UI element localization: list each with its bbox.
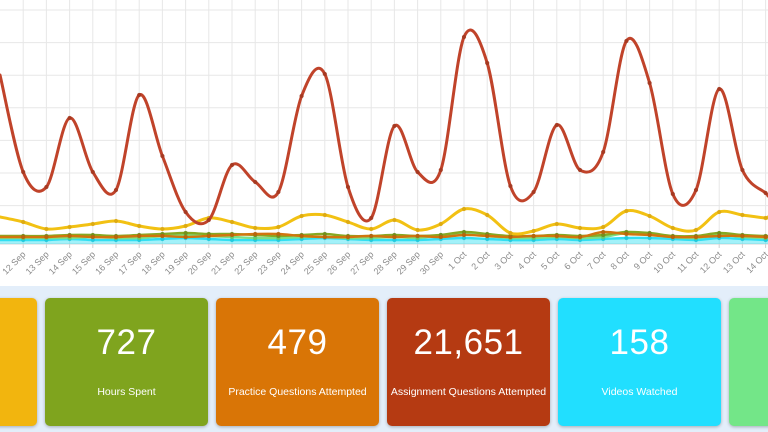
x-axis-label: 21 Sep (209, 249, 236, 276)
x-axis-label: 22 Sep (232, 249, 259, 276)
stat-cards-row: 727 Hours Spent 479 Practice Questions A… (0, 298, 768, 426)
x-axis-label: 15 Sep (70, 249, 97, 276)
x-axis-label: 11 Oct (675, 249, 701, 275)
stat-card-hours-spent[interactable]: 727 Hours Spent (45, 298, 208, 426)
x-axis-label: 14 Oct (744, 249, 768, 275)
x-axis-label: 27 Sep (348, 249, 375, 276)
stats-panel: 727 Hours Spent 479 Practice Questions A… (0, 286, 768, 432)
stat-value: 727 (96, 323, 157, 362)
x-axis-label: 8 Oct (609, 249, 632, 272)
x-axis-label: 12 Oct (698, 249, 724, 275)
x-axis-label: 30 Sep (418, 249, 445, 276)
x-axis-label: 24 Sep (279, 249, 306, 276)
activity-line-chart: 12 Sep 13 Sep 14 Sep 15 Sep 16 Sep 17 Sep 18 S… (0, 0, 768, 277)
stat-card-green-partial[interactable] (729, 298, 768, 426)
x-axis-label: 20 Sep (186, 249, 213, 276)
x-axis-label: 12 Sep (0, 249, 27, 276)
x-axis-label: 16 Sep (93, 249, 120, 276)
stat-value: 158 (609, 323, 670, 362)
x-axis-label: 13 Sep (24, 249, 51, 276)
x-axis-label: 1 Oct (446, 249, 469, 272)
stat-label: Videos Watched (601, 386, 678, 398)
x-axis-label: 10 Oct (651, 249, 677, 275)
x-axis-label: 19 Sep (163, 249, 190, 276)
x-axis-label: 5 Oct (539, 249, 562, 272)
x-axis-label: 7 Oct (585, 249, 608, 272)
x-axis-label: 13 Oct (721, 249, 747, 275)
stat-label: Hours Spent (97, 386, 156, 398)
x-axis-label: 28 Sep (372, 249, 399, 276)
x-axis-label: 2 Oct (469, 249, 492, 272)
x-axis-label: 4 Oct (516, 249, 539, 272)
x-axis-label: 14 Sep (47, 249, 74, 276)
x-axis-label: 29 Sep (395, 249, 422, 276)
stat-value: 479 (267, 323, 328, 362)
x-axis-label: 6 Oct (562, 249, 585, 272)
x-axis-label: 17 Sep (116, 249, 143, 276)
stat-label: Practice Questions Attempted (228, 386, 367, 398)
x-axis-label: 3 Oct (493, 249, 516, 272)
x-axis-label: 18 Sep (140, 249, 167, 276)
stat-card-practice-questions[interactable]: 479 Practice Questions Attempted (216, 298, 379, 426)
stat-value: 21,651 (413, 323, 524, 362)
x-axis-label: 23 Sep (256, 249, 283, 276)
x-axis-label: 26 Sep (325, 249, 352, 276)
stat-card-assignment-questions[interactable]: 21,651 Assignment Questions Attempted (387, 298, 550, 426)
stat-card-yellow-partial[interactable] (0, 298, 37, 426)
stat-label: Assignment Questions Attempted (390, 386, 547, 398)
x-axis-label: 25 Sep (302, 249, 329, 276)
stat-card-videos-watched[interactable]: 158 Videos Watched (558, 298, 721, 426)
